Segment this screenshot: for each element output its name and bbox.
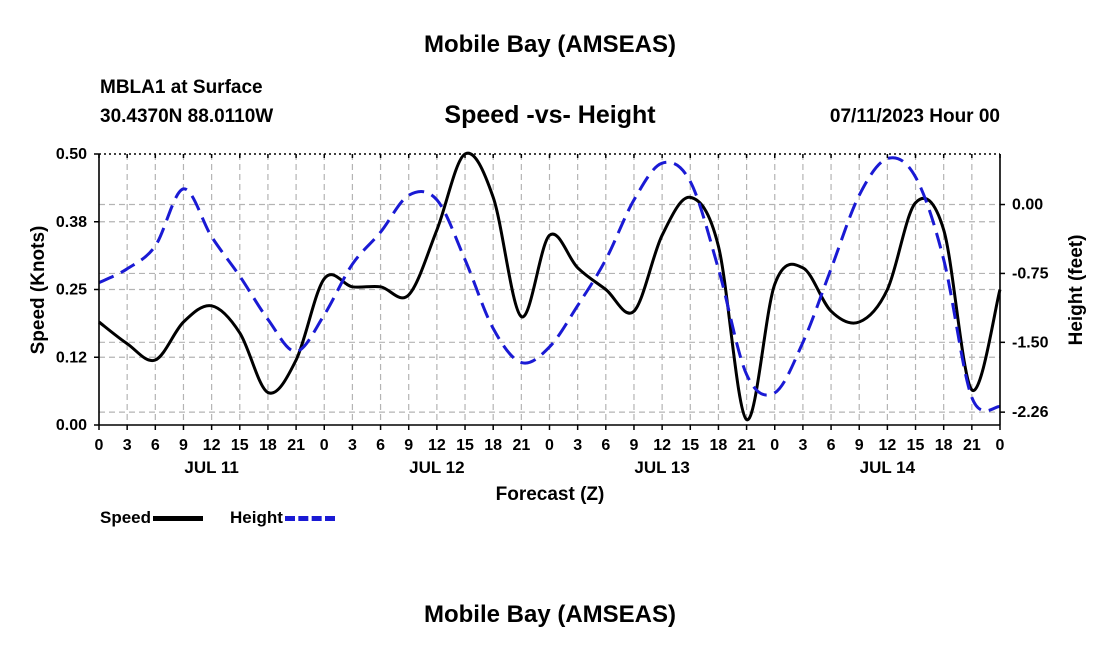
y-left-tick-label: 0.00 [56, 417, 87, 434]
x-tick-label: 9 [855, 437, 864, 454]
x-tick-label: 12 [653, 437, 671, 454]
x-tick-label: 0 [770, 437, 779, 454]
y-left-tick-label: 0.12 [56, 349, 87, 366]
x-tick-label: 18 [484, 437, 502, 454]
y-right-tick-label: -0.75 [1012, 265, 1049, 282]
x-tick-label: 9 [630, 437, 639, 454]
x-tick-label: 9 [179, 437, 188, 454]
x-tick-label: 0 [95, 437, 104, 454]
y-right-tick-label: -2.26 [1012, 404, 1049, 421]
x-tick-label: 21 [512, 437, 530, 454]
day-label: JUL 13 [634, 458, 689, 477]
y-axis-right-label: Height (feet) [1066, 235, 1087, 346]
legend-speed: Speed [100, 508, 204, 528]
station-label: MBLA1 at Surface [100, 77, 263, 98]
series-layer [98, 151, 1002, 422]
x-tick-label: 6 [376, 437, 385, 454]
series-line-height [98, 156, 1001, 413]
x-axis-label: Forecast (Z) [496, 484, 605, 505]
x-tick-label: 3 [123, 437, 132, 454]
legend-height-label: Height [230, 508, 283, 527]
legend-height: Height [230, 508, 335, 528]
legend-speed-swatch [153, 515, 204, 521]
y-left-tick-label: 0.25 [56, 282, 87, 299]
day-label: JUL 11 [184, 458, 239, 477]
y-right-tick-label: 0.00 [1012, 197, 1043, 214]
x-tick-label: 21 [738, 437, 756, 454]
axes: 0 3 6 9 12 15 18 21 0 3 6 9 12 15 18 21 0 3 6 9 12 15 18 21 0 3 6 9… [56, 146, 1049, 477]
x-tick-label: 0 [996, 437, 1005, 454]
x-tick-label: 0 [545, 437, 554, 454]
y-axis-left-label: Speed (Knots) [28, 226, 49, 355]
x-tick-label: 6 [827, 437, 836, 454]
footer-title: Mobile Bay (AMSEAS) [423, 601, 677, 628]
x-tick-label: 3 [348, 437, 357, 454]
x-tick-label: 0 [320, 437, 329, 454]
x-tick-label: 12 [203, 437, 221, 454]
chart-subtitle: Speed -vs- Height [444, 101, 656, 129]
grid [99, 154, 1000, 425]
x-tick-label: 6 [151, 437, 160, 454]
x-tick-label: 15 [456, 437, 474, 454]
chart-title: Mobile Bay (AMSEAS) [423, 31, 677, 58]
y-left-tick-label: 0.38 [56, 214, 87, 231]
x-tick-label: 12 [428, 437, 446, 454]
x-tick-label: 18 [259, 437, 277, 454]
y-right-tick-label: -1.50 [1012, 334, 1049, 351]
series-line-speed [98, 151, 1002, 422]
x-tick-label: 6 [601, 437, 610, 454]
x-tick-label: 3 [798, 437, 807, 454]
x-tick-label: 15 [681, 437, 699, 454]
location-label: 30.4370N 88.0110W [100, 106, 274, 127]
day-label: JUL 12 [409, 458, 464, 477]
legend-height-swatch [284, 515, 335, 521]
y-left-tick-label: 0.50 [56, 146, 87, 163]
x-tick-label: 15 [231, 437, 249, 454]
datetime-label: 07/11/2023 Hour 00 [829, 106, 1000, 127]
x-tick-label: 12 [878, 437, 896, 454]
x-tick-label: 21 [287, 437, 305, 454]
x-tick-label: 9 [404, 437, 413, 454]
x-tick-label: 3 [573, 437, 582, 454]
x-tick-label: 18 [935, 437, 953, 454]
x-tick-label: 21 [963, 437, 981, 454]
legend-speed-label: Speed [100, 508, 152, 527]
day-label: JUL 14 [860, 458, 916, 477]
x-tick-label: 18 [710, 437, 728, 454]
x-tick-label: 15 [907, 437, 925, 454]
